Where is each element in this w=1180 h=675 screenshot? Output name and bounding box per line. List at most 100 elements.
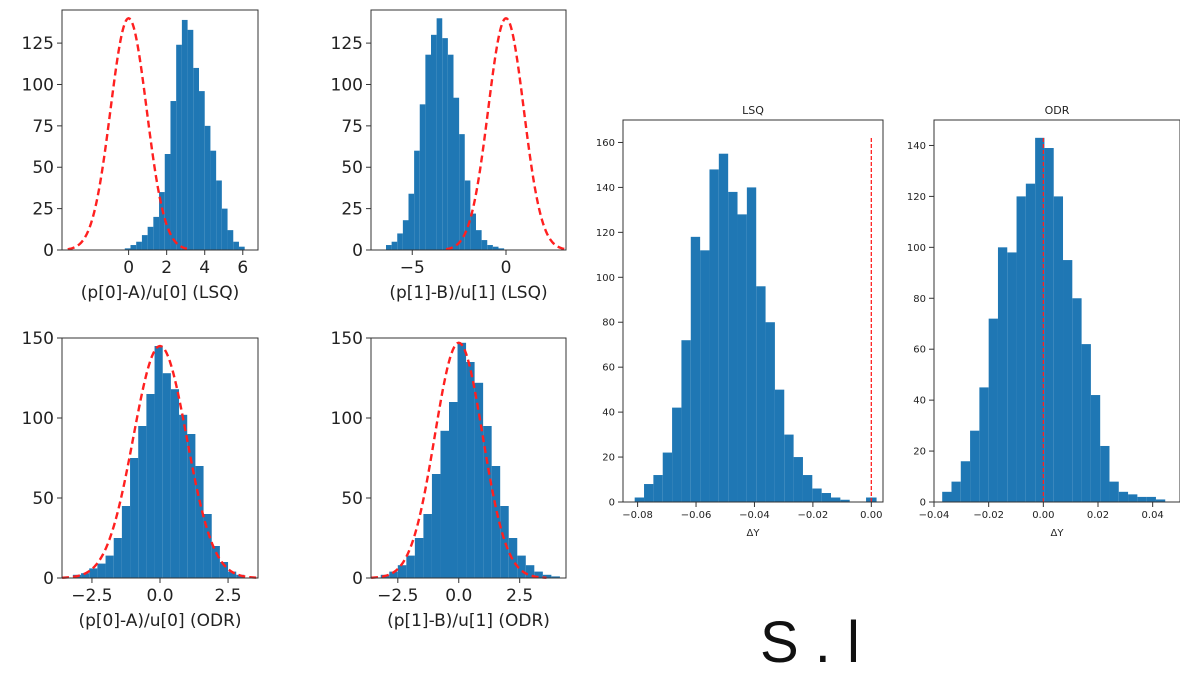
histogram-bar (551, 576, 560, 578)
histogram-bar (397, 565, 407, 578)
histogram-bar (681, 340, 691, 502)
reference-gaussian-curve (370, 341, 547, 579)
y-tick-label: 100 (331, 409, 363, 429)
histogram-bar (644, 484, 654, 502)
histogram-bar (700, 250, 710, 502)
chart-panel-4: 0 50 100 150 −2.5 0.0 2.5 (p[1]-B)/u[1] (ODR) (331, 329, 567, 631)
histogram-bar (121, 506, 131, 578)
histogram-bar (500, 506, 509, 578)
x-tick-label: 4 (199, 258, 210, 278)
y-tick-label: 50 (32, 489, 54, 509)
histogram-bar (476, 230, 482, 250)
y-tick-label: 140 (907, 141, 926, 152)
x-axis-label: (p[0]-A)/u[0] (ODR) (78, 611, 241, 631)
histogram-bar (464, 180, 471, 250)
histogram-bar (1137, 496, 1147, 502)
x-tick-label: −0.02 (973, 510, 1004, 521)
histogram-bar (419, 104, 426, 251)
histogram-bar (425, 54, 431, 251)
histogram-bar (491, 466, 501, 578)
y-tick-label: 125 (22, 34, 54, 54)
histogram-bar (216, 180, 222, 250)
histogram-bar (141, 235, 148, 250)
y-tick-label: 100 (907, 243, 926, 254)
histogram-bar (821, 493, 831, 502)
histogram-bar (831, 497, 841, 502)
histogram-bar (1146, 496, 1156, 502)
y-tick-label: 140 (596, 183, 615, 194)
y-tick-label: 120 (596, 228, 615, 239)
histogram-bar (1081, 344, 1091, 502)
histogram-bar (154, 346, 163, 578)
histogram-bar (386, 245, 392, 250)
histogram-bar (414, 150, 420, 250)
histogram-bar (153, 216, 160, 250)
y-tick-label: 50 (32, 158, 54, 178)
y-tick-label: 0 (43, 569, 54, 589)
chart-panel-2: 0 25 50 75 100 125 −5 0 (p[1]-B)/u[1] (LSQ) (331, 9, 567, 303)
histogram-bar (709, 169, 719, 502)
chart-panel-1: 0 25 50 75 100 125 0 2 4 6 (p[0]-A)/u[0] (LSQ) (22, 9, 259, 303)
histogram-bar (124, 248, 131, 250)
histogram-bar (408, 193, 415, 250)
histogram-bar (802, 475, 813, 502)
histogram-bar (193, 67, 200, 251)
histogram-bar (195, 466, 204, 578)
histogram-bar (391, 241, 398, 250)
histogram-bar (442, 38, 448, 250)
histogram-bars (634, 153, 877, 503)
histogram-bar (431, 34, 437, 250)
histogram-bar (179, 414, 188, 578)
y-tick-label: 80 (913, 294, 926, 305)
y-tick-label: 50 (341, 489, 363, 509)
histogram-bar (951, 481, 961, 502)
x-tick-label: −0.08 (622, 510, 653, 521)
histogram-bar (89, 568, 98, 578)
histogram-bar (997, 247, 1008, 502)
histogram-bar (162, 373, 171, 578)
histogram-bar (97, 563, 106, 578)
histogram-bar (1118, 491, 1129, 502)
histogram-bar (466, 362, 475, 578)
y-tick-label: 60 (602, 363, 615, 374)
histogram-bar (147, 226, 154, 250)
histogram-bar (960, 461, 971, 502)
histogram-bar (105, 555, 114, 578)
histogram-bar (159, 192, 165, 250)
x-tick-label: 0.00 (1032, 510, 1054, 521)
histogram-bars (386, 18, 505, 251)
histogram-bar (1016, 196, 1026, 502)
histogram-bar (1090, 395, 1101, 502)
histogram-bar (181, 19, 188, 251)
y-tick-label: 0 (609, 498, 615, 509)
histogram-bar (199, 91, 205, 250)
x-tick-label: 0.0 (445, 586, 472, 606)
histogram-bar (238, 246, 245, 250)
figure: 0 25 50 75 100 125 0 2 4 6 (p[0]-A)/u[0] (LSQ) 0 25 5… (22, 9, 1180, 631)
x-tick-label: −2.5 (71, 586, 112, 606)
histogram-bar (1035, 137, 1045, 502)
histogram-bar (130, 245, 137, 250)
histogram-bar (219, 562, 229, 578)
x-axis-label: (p[0]-A)/u[0] (LSQ) (81, 283, 239, 303)
histogram-bar (1100, 445, 1110, 502)
histogram-bar (487, 245, 493, 250)
histogram-bar (81, 573, 90, 578)
y-tick-label: 80 (602, 318, 615, 329)
histogram-bars (380, 342, 560, 578)
x-axis-label: (p[1]-B)/u[1] (LSQ) (389, 283, 547, 303)
plot-frame (622, 119, 884, 503)
histogram-bar (534, 571, 543, 578)
histogram-bar (1109, 481, 1119, 502)
y-tick-label: 120 (907, 192, 926, 203)
histogram-bar (970, 430, 980, 502)
histogram-bar (146, 394, 155, 578)
histogram-bar (397, 233, 403, 250)
histogram-bar (653, 475, 663, 502)
histogram-bar (210, 150, 217, 250)
y-tick-label: 0 (920, 498, 926, 509)
histogram-bar (812, 488, 822, 502)
x-tick-label: −5 (400, 258, 425, 278)
histogram-bar (233, 241, 239, 250)
y-tick-label: 150 (331, 329, 363, 349)
